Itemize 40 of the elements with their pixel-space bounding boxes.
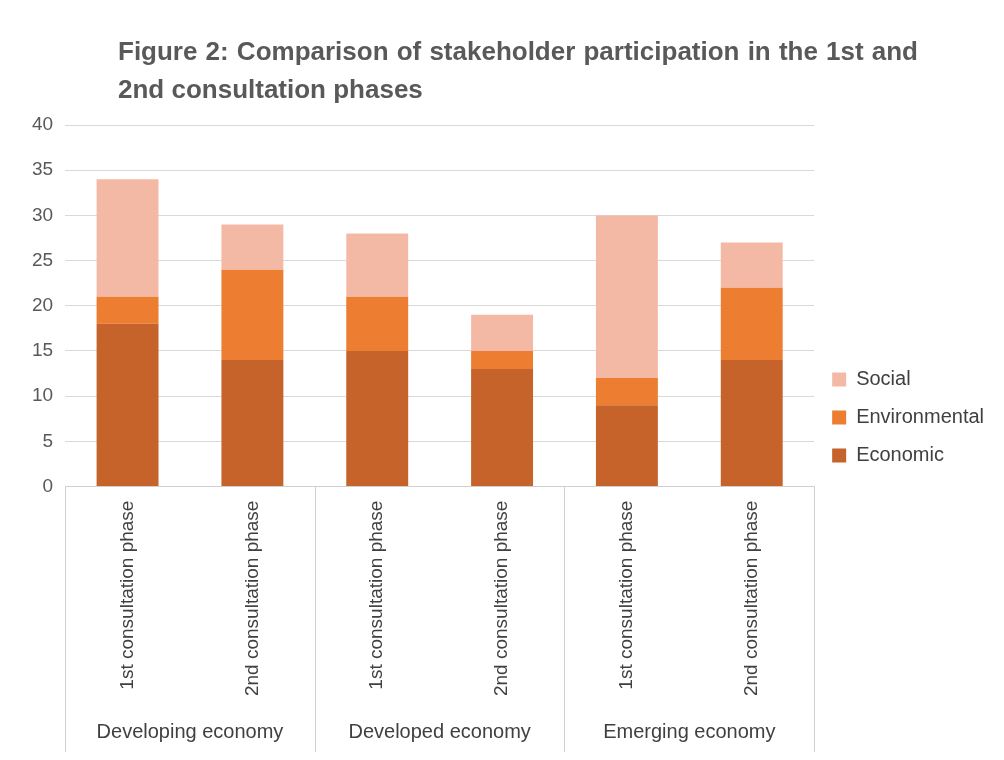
y-tick-label: 25	[31, 248, 54, 270]
bar	[221, 224, 284, 270]
y-tick-label: 10	[31, 384, 54, 406]
x-tick-label: 2nd consultation phase	[240, 500, 262, 697]
y-tick-label: 30	[31, 203, 54, 225]
bar	[595, 405, 658, 487]
bar	[471, 314, 534, 351]
legend-label: Environmental	[856, 405, 984, 428]
bar	[471, 350, 534, 370]
text: Emerging economy	[603, 719, 776, 742]
y-tick-label: 15	[31, 339, 54, 361]
bar	[346, 233, 409, 297]
bar	[346, 350, 409, 487]
bar	[595, 215, 658, 379]
x-tick-label: 1st consultation phase	[115, 500, 137, 690]
x-tick-label: 2nd consultation phase	[490, 500, 512, 697]
text: Developing economy	[96, 719, 284, 742]
chart-title: Figure 2: Comparison of stakeholder participation in the 1st and 2nd consultation phases	[118, 35, 918, 106]
y-tick-label: 5	[42, 429, 54, 451]
legend-label: Social	[856, 367, 911, 390]
x-tick-label: 2nd consultation phase	[739, 500, 761, 697]
bar	[471, 369, 534, 487]
x-tick-label: 1st consultation phase	[615, 500, 637, 690]
bar	[595, 378, 658, 406]
bar	[720, 242, 783, 288]
legend-label: Economic	[856, 443, 944, 466]
x-tick-label: 1st consultation phase	[365, 500, 387, 690]
bar	[720, 360, 783, 487]
bar	[221, 269, 284, 361]
bar	[96, 323, 159, 487]
bar	[221, 360, 284, 487]
y-tick-label: 40	[31, 113, 54, 135]
text: Developed economy	[348, 719, 531, 742]
bar	[96, 179, 159, 297]
y-tick-label: 35	[31, 158, 54, 180]
bar	[346, 296, 409, 351]
y-tick-label: 20	[31, 294, 54, 316]
bar	[96, 296, 159, 324]
y-tick-label: 0	[42, 474, 54, 496]
bar	[720, 287, 783, 361]
